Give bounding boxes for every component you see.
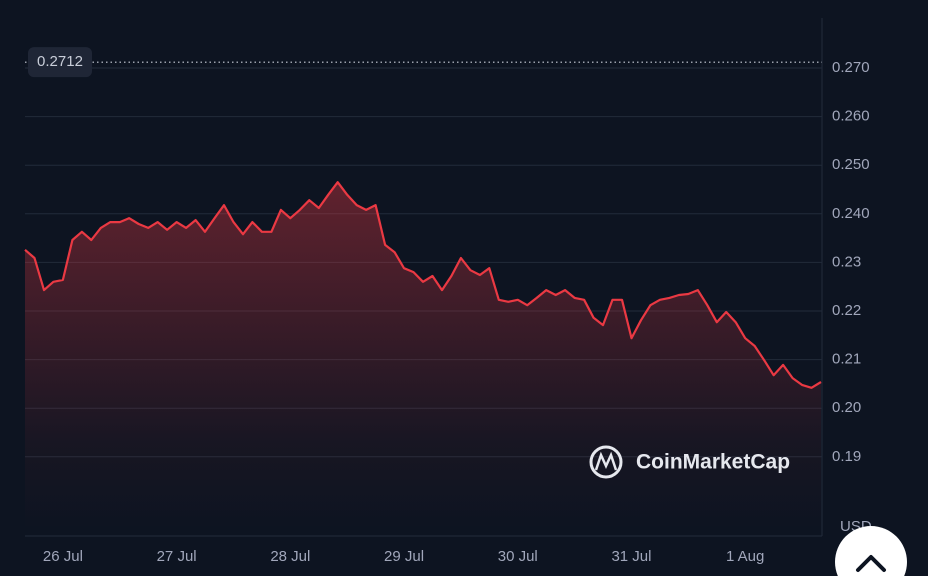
y-tick-label: 0.19 <box>832 448 861 465</box>
y-tick-label: 0.270 <box>832 59 870 76</box>
button-icon <box>856 555 886 572</box>
button-circle[interactable] <box>835 526 907 576</box>
y-tick-label: 0.22 <box>832 302 861 319</box>
y-tick-label: 0.20 <box>832 399 861 416</box>
y-tick-label: 0.240 <box>832 205 870 222</box>
y-tick-label: 0.260 <box>832 108 870 125</box>
data: 0.2712 <box>24 47 822 530</box>
y-tick-label: 0.21 <box>832 351 861 368</box>
logo-icon <box>589 445 623 479</box>
logo-mark <box>594 451 618 471</box>
watermark: CoinMarketCap <box>589 445 790 479</box>
x-tick-label: 29 Jul <box>384 548 424 565</box>
watermark-text: CoinMarketCap <box>636 451 790 474</box>
area-fill <box>25 182 821 530</box>
x-tick-label: 31 Jul <box>611 548 651 565</box>
scroll-top-button[interactable] <box>835 526 907 576</box>
y-tick-label: 0.250 <box>832 156 870 173</box>
x-tick-label: 26 Jul <box>43 548 83 565</box>
price-line <box>24 181 822 389</box>
x-tick-label: 27 Jul <box>157 548 197 565</box>
reference-label-bg <box>28 47 92 78</box>
x-tick-label: 1 Aug <box>726 548 764 565</box>
x-tick-label: 28 Jul <box>270 548 310 565</box>
y-tick-label: 0.23 <box>832 253 861 270</box>
reference-label: 0.2712 <box>37 53 83 70</box>
x-tick-label: 30 Jul <box>498 548 538 565</box>
